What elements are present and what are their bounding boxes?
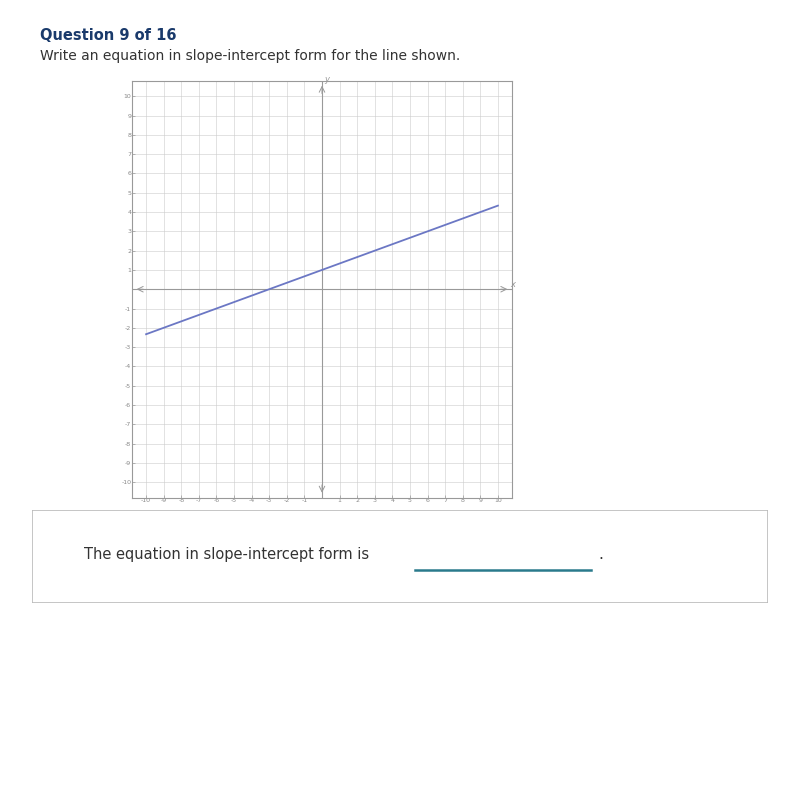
Text: Write an equation in slope-intercept form for the line shown.: Write an equation in slope-intercept for… <box>40 49 460 62</box>
Text: y: y <box>324 75 329 84</box>
Text: The equation in slope-intercept form is: The equation in slope-intercept form is <box>83 547 369 561</box>
Text: .: . <box>598 547 603 561</box>
Text: x: x <box>510 280 515 289</box>
Text: Question 9 of 16: Question 9 of 16 <box>40 28 177 44</box>
